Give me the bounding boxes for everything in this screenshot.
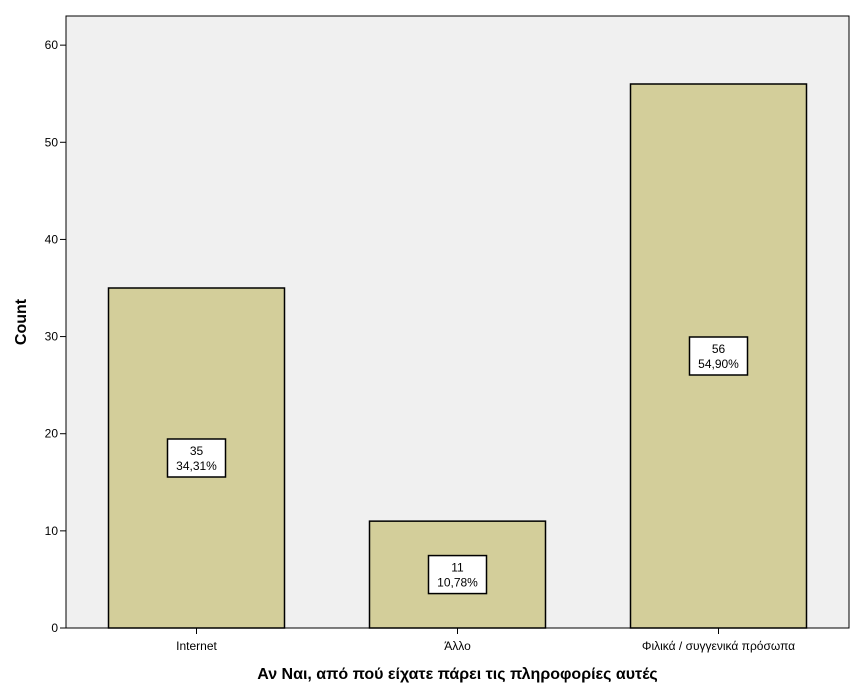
data-label-box [166,438,227,478]
y-tick-label: 60 [45,38,59,52]
x-tick-label: Άλλο [444,639,471,653]
data-label-box [688,336,749,376]
y-tick-label: 30 [45,330,59,344]
x-tick-label: Φιλικά / συγγενικά πρόσωπα [642,639,795,653]
bar [368,520,547,629]
data-label-box [427,554,488,595]
data-label-count: 11 [451,561,464,575]
x-axis: Internet Άλλο Φιλικά / συγγενικά πρόσωπα [66,627,849,653]
x-tick-label: Internet [176,639,217,653]
y-tick-label: 0 [51,621,58,635]
data-label-percent: 34,31% [176,459,217,473]
y-axis-title: Count [13,298,30,345]
data-label-percent: 54,90% [698,357,739,371]
y-tick-label: 20 [45,427,59,441]
x-axis-title: Αν Ναι, από πού είχατε πάρει τις πληροφο… [257,666,657,683]
data-label-count: 56 [712,342,726,356]
y-axis: 0 10 20 30 40 50 60 [45,16,67,635]
y-tick-label: 40 [45,232,59,246]
data-label-percent: 10,78% [437,576,478,590]
data-label-count: 35 [190,444,204,458]
y-tick-label: 50 [45,135,59,149]
y-tick-label: 10 [45,524,59,538]
